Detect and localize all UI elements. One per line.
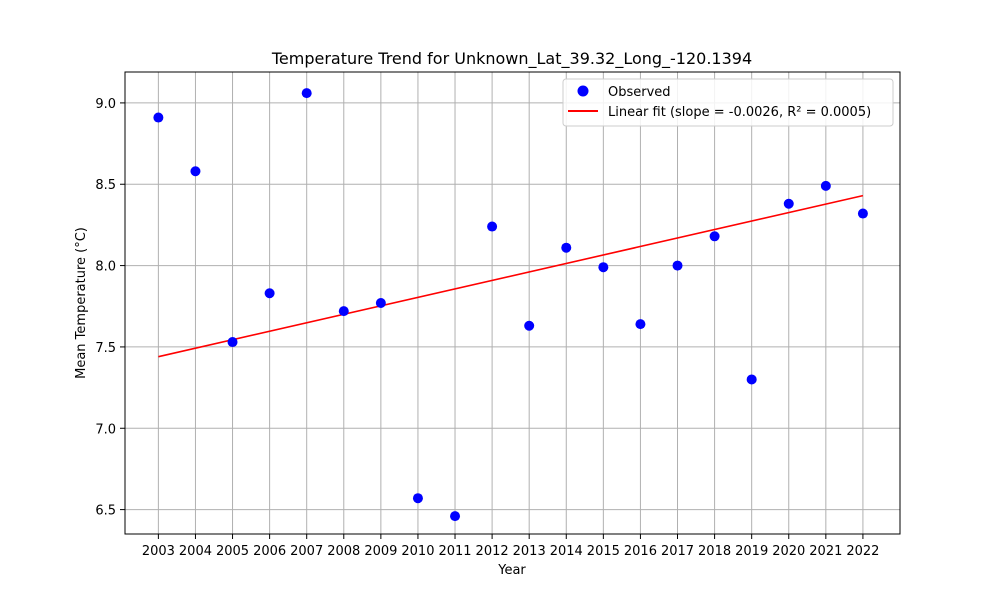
x-tick-label: 2016 <box>624 544 657 559</box>
x-tick-label: 2004 <box>179 544 212 559</box>
x-tick-label: 2020 <box>772 544 805 559</box>
x-tick-label: 2017 <box>661 544 694 559</box>
y-tick-label: 8.5 <box>95 178 116 193</box>
data-point <box>338 306 349 317</box>
fit-layer <box>158 194 864 358</box>
x-axis-title: Year <box>497 563 526 578</box>
x-tick-label: 2011 <box>438 544 471 559</box>
x-tick-label: 2018 <box>698 544 731 559</box>
x-tick-label: 2019 <box>735 544 768 559</box>
data-point <box>375 298 386 308</box>
data-point <box>561 242 572 253</box>
fit-line <box>158 194 864 358</box>
data-point <box>412 493 423 504</box>
legend-box <box>562 78 894 127</box>
y-tick-label: 6.5 <box>95 504 116 519</box>
data-point <box>635 319 646 330</box>
y-tick-label: 8.0 <box>95 260 116 275</box>
data-point <box>264 288 275 299</box>
data-point <box>709 231 720 242</box>
x-tick-labels: 2003 2004 2005 2006 2007 2008 2009 2010 2011 2012… <box>142 534 879 559</box>
x-tick-label: 2005 <box>216 544 249 559</box>
data-point <box>672 260 683 271</box>
data-point <box>598 262 609 273</box>
y-tick-label: 7.5 <box>95 341 116 356</box>
grid-layer <box>125 72 900 534</box>
x-tick-label: 2014 <box>550 544 583 559</box>
x-tick-label: 2015 <box>587 544 620 559</box>
x-tick-label: 2013 <box>513 544 546 559</box>
data-point <box>450 511 461 522</box>
y-tick-labels: 6.5 7.0 7.5 8.0 8.5 9.0 <box>95 97 125 519</box>
x-tick-label: 2022 <box>846 544 879 559</box>
data-point <box>524 320 535 331</box>
data-point <box>820 180 831 191</box>
data-point <box>301 88 312 99</box>
data-point <box>487 221 498 232</box>
x-tick-label: 2012 <box>476 544 509 559</box>
data-point <box>227 337 238 348</box>
chart-title: Temperature Trend for Unknown_Lat_39.32_… <box>271 49 752 69</box>
legend-fit-label: Linear fit (slope = -0.0026, R² = 0.0005… <box>608 105 871 120</box>
data-point <box>153 112 164 123</box>
legend-observed-marker <box>577 85 589 97</box>
x-tick-label: 2008 <box>327 544 360 559</box>
data-point <box>190 166 201 177</box>
plot-frame <box>124 71 901 535</box>
legend-observed-label: Observed <box>608 85 671 100</box>
x-tick-label: 2010 <box>401 544 434 559</box>
data-point <box>857 208 868 219</box>
x-tick-label: 2007 <box>290 544 323 559</box>
x-tick-label: 2003 <box>142 544 175 559</box>
data-point <box>746 374 757 385</box>
y-tick-label: 9.0 <box>95 97 116 112</box>
points-layer <box>153 88 868 522</box>
legend: Observed Linear fit (slope = -0.0026, R²… <box>562 78 894 127</box>
data-point <box>783 198 794 209</box>
y-axis-title: Mean Temperature (°C) <box>74 227 89 379</box>
x-tick-label: 2009 <box>364 544 397 559</box>
x-tick-label: 2021 <box>809 544 842 559</box>
x-tick-label: 2006 <box>253 544 286 559</box>
y-tick-label: 7.0 <box>95 422 116 437</box>
